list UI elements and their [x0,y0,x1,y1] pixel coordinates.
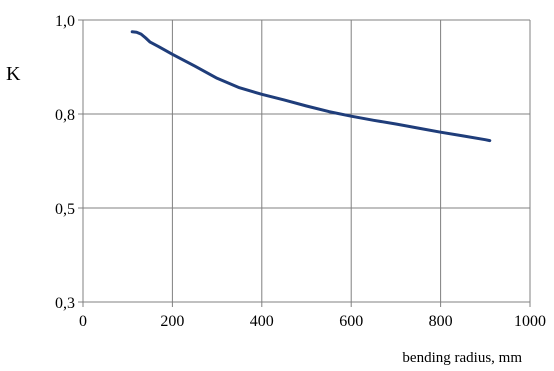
y-tick-label: 0,8 [55,107,75,124]
x-tick-label: 400 [250,313,274,330]
series-layer [130,30,492,143]
x-tick-labels: 0 200 400 600 800 1000 [79,313,546,330]
x-tick-label: 800 [429,313,453,330]
y-tick-labels: 0,3 0,5 0,8 1,0 [55,13,75,312]
x-tick-label: 200 [160,313,184,330]
x-tick-label: 0 [79,313,87,330]
y-axis-label: K [6,63,21,85]
y-tick-label: 0,3 [55,295,75,312]
grid [83,19,531,302]
y-tick-label: 1,0 [55,13,75,30]
axes [78,19,531,307]
x-axis-label: bending radius, mm [402,350,522,366]
x-tick-label: 1000 [514,313,546,330]
series-line [130,30,492,143]
x-tick-label: 600 [339,313,363,330]
y-tick-label: 0,5 [55,201,75,218]
